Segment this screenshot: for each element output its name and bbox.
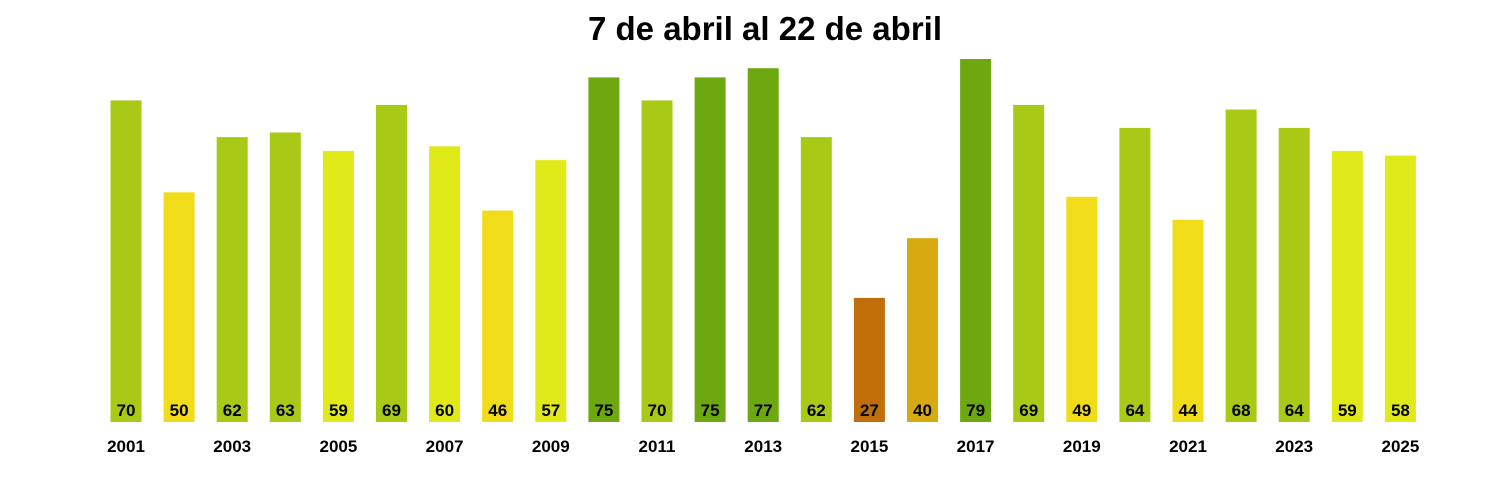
bar-2001 [110,100,142,423]
x-tick-label-2021: 2021 [1169,437,1207,456]
value-label-2008: 46 [488,401,507,420]
bar-2003 [216,137,248,422]
x-tick-label-2003: 2003 [213,437,251,456]
value-label-2019: 49 [1072,401,1091,420]
value-label-2016: 40 [913,401,932,420]
x-tick-label-2001: 2001 [107,437,145,456]
bar-2021 [1172,219,1204,422]
bar-2014 [800,137,832,422]
bar-2010 [588,77,620,423]
value-label-2017: 79 [966,401,985,420]
bar-2016 [907,238,938,422]
bar-2015 [853,297,885,422]
bar-2006 [376,104,407,423]
value-label-2011: 70 [648,401,667,420]
x-tick-label-2009: 2009 [532,437,570,456]
value-label-2005: 59 [329,401,348,420]
value-label-2022: 68 [1232,401,1251,420]
x-tick-label-2013: 2013 [744,437,782,456]
bar-2005 [322,150,354,422]
bar-2011 [641,100,673,423]
x-tick-label-2025: 2025 [1381,437,1419,456]
value-label-2012: 75 [701,401,720,420]
value-label-2021: 44 [1179,401,1198,420]
bar-2013 [747,68,779,422]
x-tick-label-2007: 2007 [426,437,464,456]
chart-title: 7 de abril al 22 de abril [588,10,942,47]
value-label-2007: 60 [435,401,454,420]
bar-2004 [269,132,301,422]
value-label-2020: 64 [1125,401,1144,420]
x-tick-label-2023: 2023 [1275,437,1313,456]
bar-2020 [1119,127,1151,423]
bar-2007 [429,146,461,423]
value-label-2009: 57 [541,401,560,420]
value-label-2014: 62 [807,401,826,420]
bar-2023 [1278,127,1310,423]
value-label-2006: 69 [382,401,401,420]
value-label-2004: 63 [276,401,295,420]
x-tick-label-2017: 2017 [957,437,995,456]
bars-group [110,59,1416,423]
value-label-2024: 59 [1338,401,1357,420]
value-label-2018: 69 [1019,401,1038,420]
x-tick-labels-group: 2001 2003 2005 2007 2009 2011 2013 2015 2017 2019… [107,437,1419,456]
value-label-2001: 70 [117,401,136,420]
bar-2009 [535,160,567,422]
bar-2025 [1384,155,1416,422]
value-labels-group: 70 50 62 63 59 69 60 46 57 75 70 75 77 62 27 40 79 69 49 64… [117,401,1410,420]
x-tick-label-2005: 2005 [319,437,357,456]
value-label-2002: 50 [170,401,189,420]
bar-2024 [1331,150,1363,422]
value-label-2015: 27 [860,401,879,420]
value-label-2025: 58 [1391,401,1410,420]
bar-2008 [482,210,514,422]
bar-2022 [1225,109,1257,422]
bar-2012 [694,77,726,423]
value-label-2023: 64 [1285,401,1304,420]
value-label-2010: 75 [594,401,613,420]
bar-2018 [1013,104,1045,423]
value-label-2013: 77 [754,401,773,420]
x-tick-label-2019: 2019 [1063,437,1101,456]
bar-2017 [960,59,992,422]
bar-2019 [1066,196,1098,422]
x-tick-label-2011: 2011 [639,437,676,456]
x-tick-label-2015: 2015 [850,437,888,456]
bar-2002 [163,192,195,422]
value-label-2003: 62 [223,401,242,420]
